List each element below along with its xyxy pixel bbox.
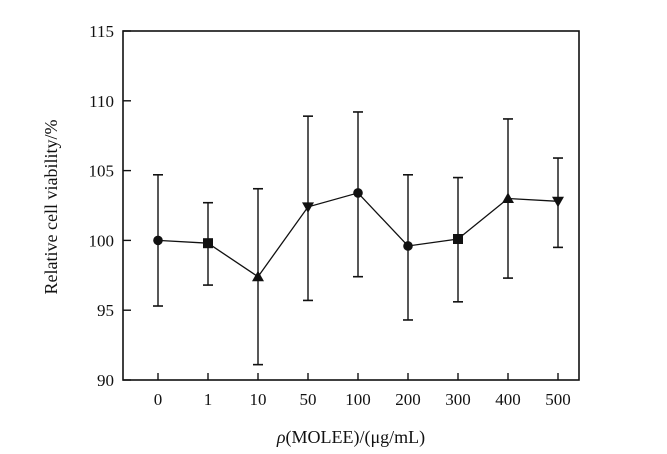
- x-tick-label: 500: [545, 390, 571, 409]
- x-tick-label: 200: [395, 390, 421, 409]
- data-point-circle: [153, 235, 163, 246]
- data-point-triangle-up: [252, 270, 264, 282]
- marker-layer: [153, 188, 564, 282]
- data-point-triangle-down: [552, 196, 564, 208]
- x-tick-label: 10: [250, 390, 267, 409]
- x-tick-label: 1: [204, 390, 213, 409]
- data-point-square: [453, 234, 463, 245]
- y-tick-label: 115: [89, 22, 114, 41]
- y-tick-label: 100: [89, 231, 115, 250]
- y-axis: 90 95 100 105 110 115: [89, 22, 131, 390]
- y-tick-label: 90: [97, 371, 114, 390]
- x-tick-label: 50: [300, 390, 317, 409]
- y-tick-label: 110: [89, 92, 114, 111]
- x-tick-label: 400: [495, 390, 521, 409]
- x-tick-label: 0: [154, 390, 163, 409]
- data-point-square: [203, 238, 213, 249]
- series-layer: [153, 111, 563, 366]
- data-point-circle: [353, 188, 363, 198]
- y-axis-title: Relative cell viability/%: [41, 120, 61, 295]
- x-axis-title: ρ(MOLEE)/(μg/mL): [276, 427, 425, 448]
- x-axis: 0 1 10 50 100 200 300 400 500: [154, 373, 571, 409]
- data-point-triangle-down: [302, 202, 314, 213]
- x-axis-title-text: (MOLEE)/(μg/mL): [286, 427, 426, 448]
- data-point-circle: [403, 241, 413, 251]
- y-tick-label: 95: [97, 301, 114, 320]
- plot-frame: [122, 30, 580, 381]
- data-point-triangle-up: [502, 192, 514, 204]
- x-axis-title-symbol: ρ: [276, 427, 286, 447]
- x-tick-label: 100: [345, 390, 371, 409]
- x-tick-label: 300: [445, 390, 471, 409]
- y-tick-label: 105: [89, 162, 115, 181]
